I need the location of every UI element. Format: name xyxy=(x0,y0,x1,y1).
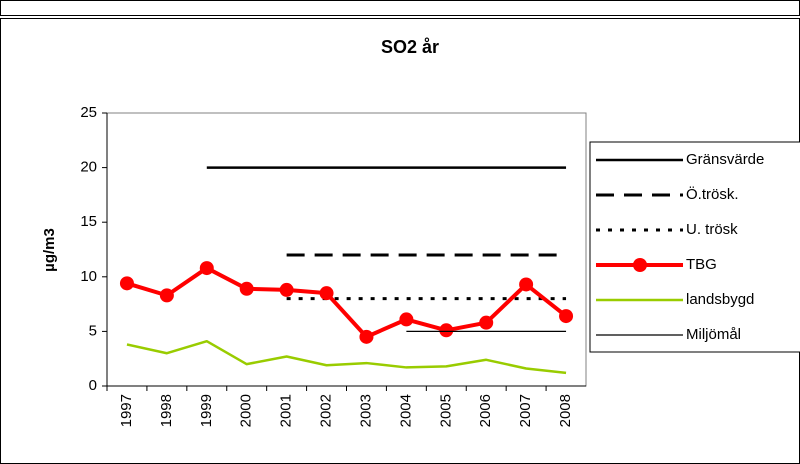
x-tick-label: 2008 xyxy=(557,394,574,427)
marker xyxy=(439,323,454,338)
y-tick-label: 20 xyxy=(80,159,97,176)
marker xyxy=(279,282,294,297)
y-axis-title: µg/m3 xyxy=(41,228,58,272)
x-tick-label: 2007 xyxy=(517,394,534,427)
marker xyxy=(479,315,494,330)
legend-label: Ö.trösk. xyxy=(686,185,739,203)
y-tick-label: 15 xyxy=(80,213,97,230)
legend-label: TBG xyxy=(686,256,717,273)
marker xyxy=(199,261,214,276)
x-tick-label: 1998 xyxy=(158,394,175,427)
legend-label: U. trösk xyxy=(686,221,738,238)
legend-label: landsbygd xyxy=(686,291,754,308)
marker xyxy=(239,281,254,296)
series-line xyxy=(126,339,567,375)
marker xyxy=(319,286,334,301)
series-line xyxy=(126,266,568,339)
x-tick-label: 2006 xyxy=(477,394,494,427)
legend-label: Gränsvärde xyxy=(686,151,764,168)
x-tick-label: 2005 xyxy=(437,394,454,427)
y-tick-label: 5 xyxy=(89,322,97,339)
y-tick-label: 0 xyxy=(89,377,97,394)
marker xyxy=(119,276,134,291)
x-tick-label: 2004 xyxy=(397,394,414,427)
marker xyxy=(399,312,414,327)
y-tick-label: 10 xyxy=(80,268,97,285)
upper-frame xyxy=(0,0,800,16)
x-tick-label: 2001 xyxy=(278,394,295,427)
marker xyxy=(559,309,574,324)
legend-box xyxy=(589,141,800,353)
x-tick-label: 1999 xyxy=(198,394,215,427)
legend-label: Miljömål xyxy=(686,326,741,343)
chart-title: SO2 år xyxy=(381,37,439,57)
x-tick-label: 2003 xyxy=(357,394,374,427)
x-tick-label: 2000 xyxy=(238,394,255,427)
marker xyxy=(519,277,534,292)
legend-marker xyxy=(633,258,647,272)
marker xyxy=(359,329,374,344)
y-tick-label: 25 xyxy=(80,104,97,121)
x-tick-label: 2002 xyxy=(318,394,335,427)
x-tick-label: 1997 xyxy=(118,394,135,427)
marker xyxy=(159,288,174,303)
